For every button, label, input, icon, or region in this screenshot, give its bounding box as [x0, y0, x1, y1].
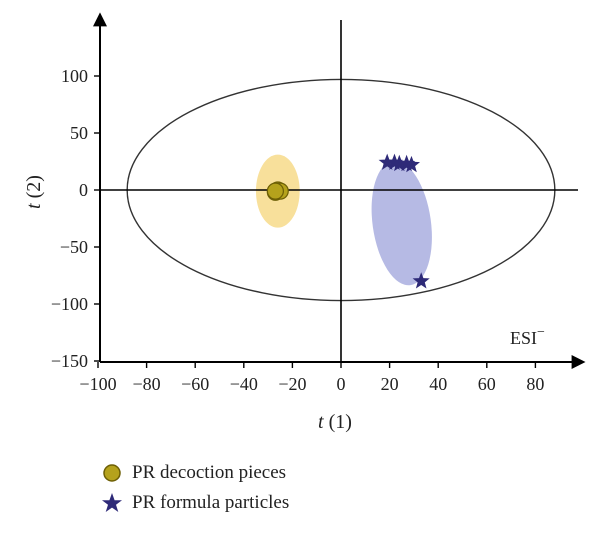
x-tick-label: −100	[79, 374, 116, 394]
legend-item-formula: PR formula particles	[100, 488, 289, 518]
y-axis-title: t (2)	[23, 175, 45, 209]
y-tick-label: 100	[61, 66, 88, 86]
data-point-star	[402, 155, 420, 173]
legend-label: PR formula particles	[132, 492, 290, 513]
data-point-circle	[266, 182, 284, 200]
y-tick-label: −100	[51, 294, 88, 314]
data-point-star	[378, 153, 396, 170]
y-tick-label: 0	[79, 180, 88, 200]
data-point-star	[412, 272, 430, 289]
x-axis-title: t (1)	[318, 411, 352, 433]
x-tick-label: −40	[230, 374, 258, 394]
x-tick-label: 40	[429, 374, 447, 394]
star-marker-icon	[102, 493, 122, 512]
y-tick-label: −150	[51, 351, 88, 371]
esi-annotation: ESI−	[510, 325, 545, 348]
legend: PR decoction pieces PR formula particles	[100, 458, 289, 518]
x-tick-label: −60	[181, 374, 209, 394]
x-tick-label: 60	[478, 374, 496, 394]
legend-label: PR decoction pieces	[132, 462, 287, 483]
group-ellipse	[371, 160, 432, 286]
score-plot: −100 −80 −60 −40 −20 0 20 40 60 80 −150 −100 −50 0 50 1…	[23, 12, 586, 433]
y-tick-label: 50	[70, 123, 88, 143]
circle-marker-icon	[103, 464, 121, 482]
data-point-star	[390, 154, 408, 172]
x-tick-label: 20	[381, 374, 399, 394]
legend-item-decoction: PR decoction pieces	[100, 458, 289, 488]
x-tick-label: −80	[133, 374, 161, 394]
x-tick-label: 80	[526, 374, 544, 394]
y-tick-label: −50	[60, 237, 88, 257]
x-tick-label: 0	[337, 374, 346, 394]
x-tick-label: −20	[278, 374, 306, 394]
